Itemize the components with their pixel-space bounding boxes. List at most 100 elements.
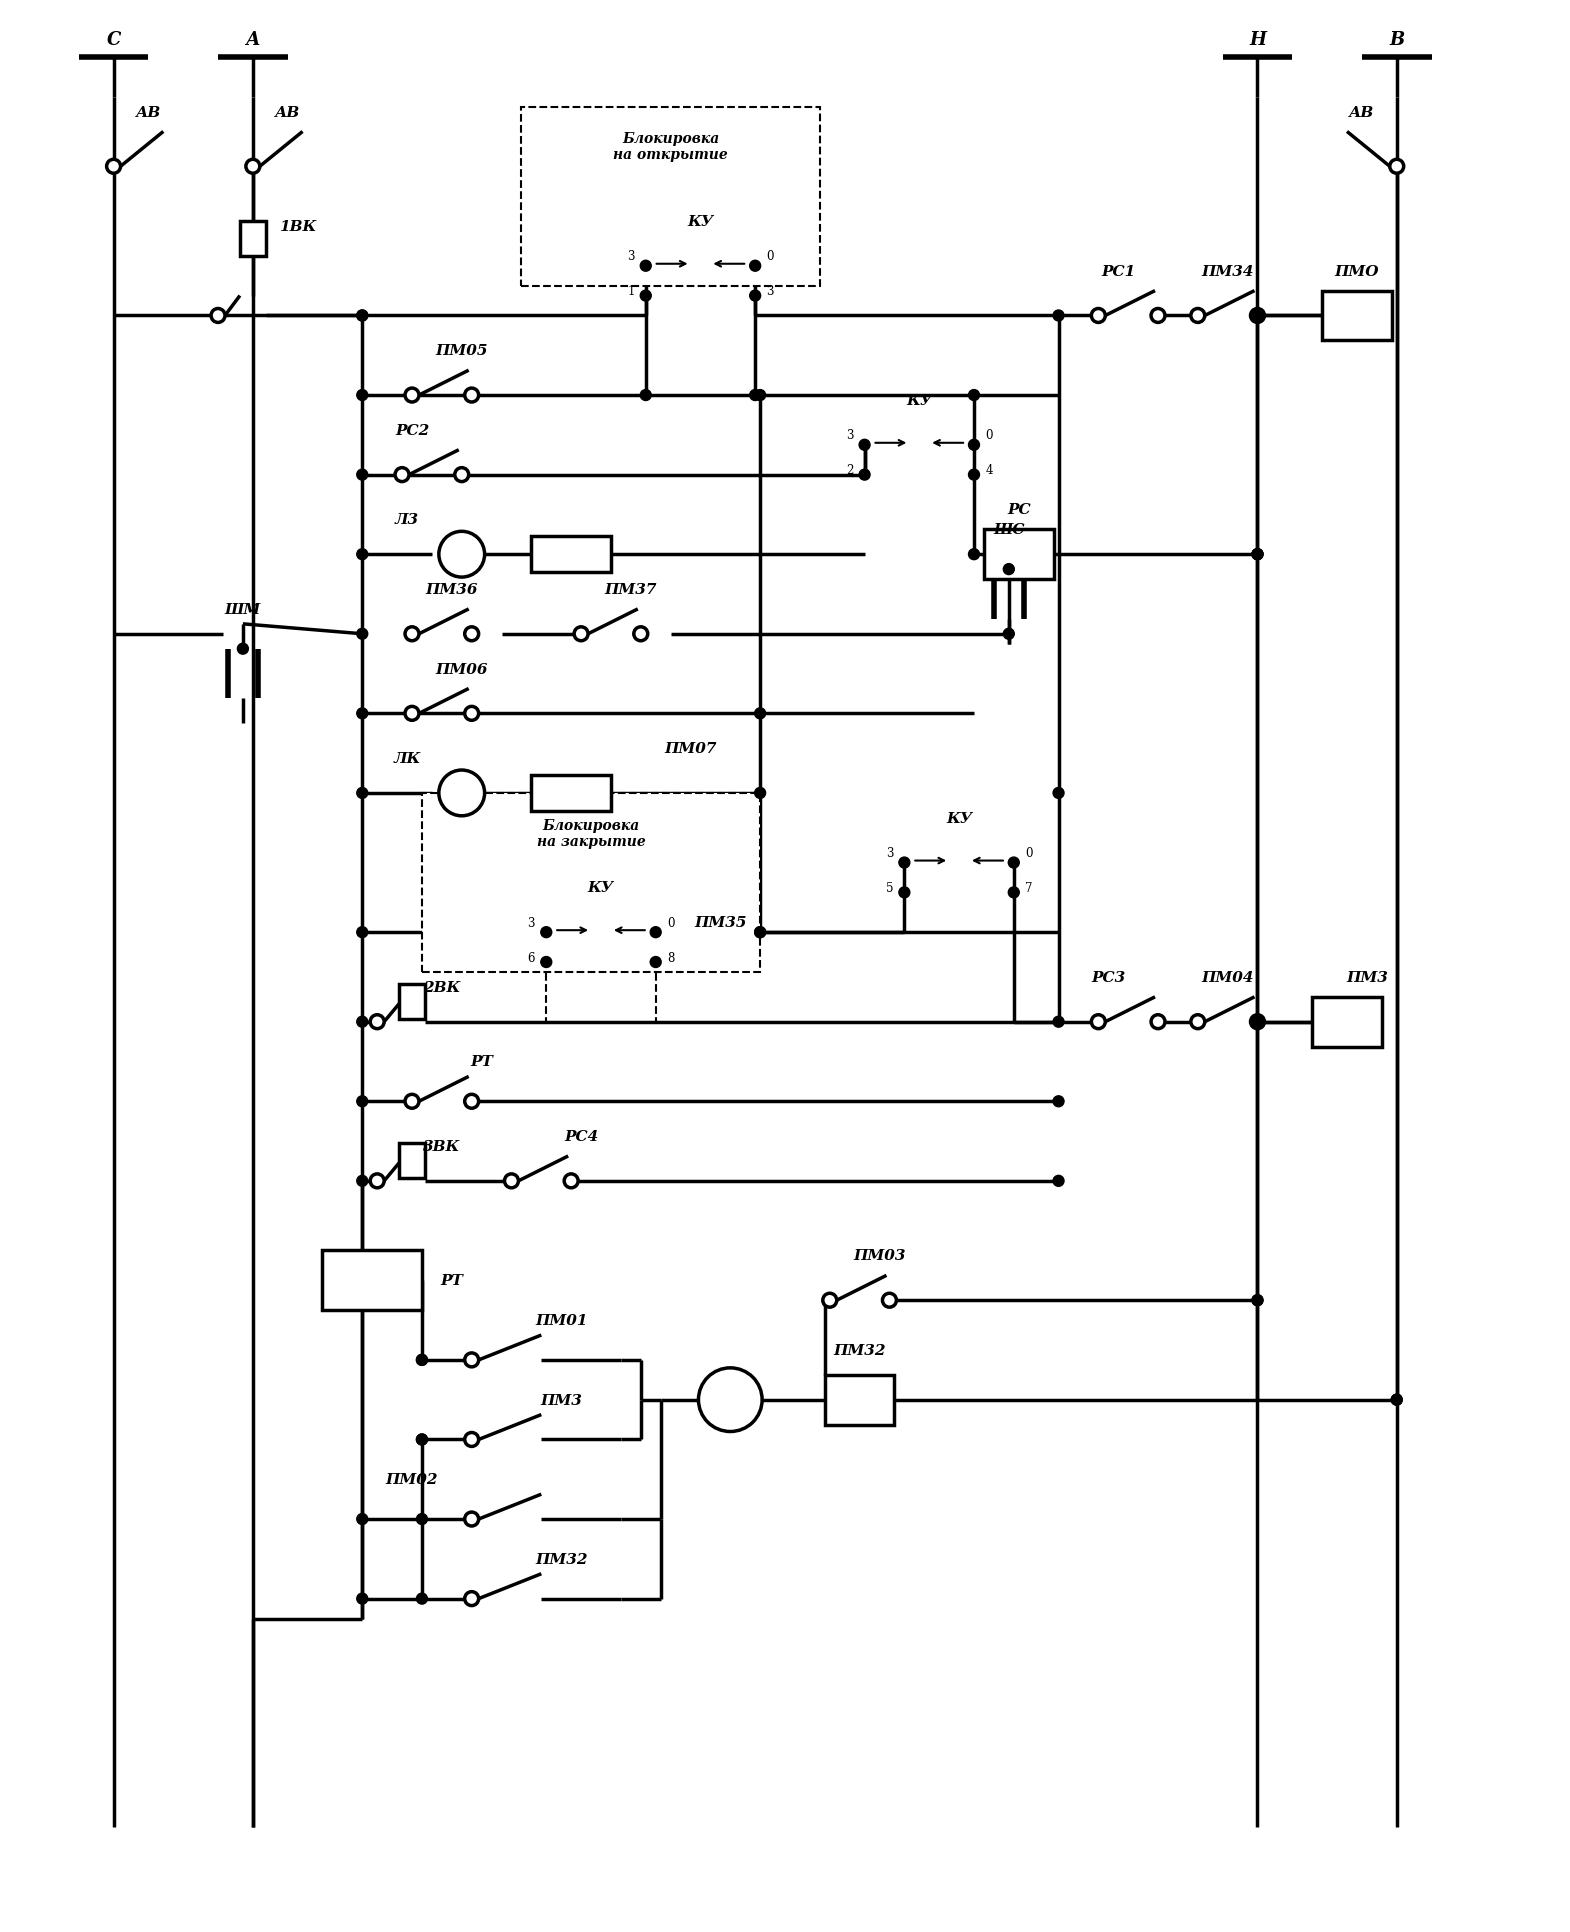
Text: 1: 1 — [626, 284, 634, 298]
Bar — [521, 108, 820, 286]
Circle shape — [405, 1095, 419, 1109]
Circle shape — [1251, 1014, 1264, 1030]
Circle shape — [465, 388, 479, 402]
Circle shape — [1053, 311, 1064, 323]
Text: Д: Д — [722, 1391, 738, 1408]
Circle shape — [1053, 1177, 1064, 1186]
Bar — [531, 537, 611, 572]
Circle shape — [900, 887, 911, 898]
Bar — [422, 794, 760, 972]
Circle shape — [210, 309, 225, 323]
Text: ПМ35: ПМ35 — [694, 916, 747, 929]
Circle shape — [396, 468, 410, 483]
Circle shape — [540, 956, 551, 968]
Circle shape — [405, 707, 419, 721]
Circle shape — [755, 927, 766, 939]
Circle shape — [634, 628, 648, 641]
Text: ПМ32: ПМ32 — [535, 1551, 587, 1567]
Text: Блокировка
на закрытие: Блокировка на закрытие — [537, 817, 645, 848]
Text: ПМО: ПМО — [1334, 265, 1378, 278]
Text: ШМ: ШМ — [225, 603, 261, 616]
Circle shape — [465, 1434, 479, 1447]
Circle shape — [1003, 630, 1014, 639]
Circle shape — [465, 1513, 479, 1526]
Circle shape — [1053, 1095, 1064, 1107]
Circle shape — [1151, 309, 1165, 323]
Bar — [399, 985, 425, 1020]
Circle shape — [823, 1294, 837, 1308]
Circle shape — [237, 643, 248, 655]
Circle shape — [455, 468, 469, 483]
Circle shape — [440, 531, 485, 578]
Circle shape — [750, 261, 760, 272]
Circle shape — [1003, 564, 1014, 576]
Bar — [1313, 997, 1382, 1047]
Circle shape — [1151, 1014, 1165, 1030]
Text: ПМ01: ПМ01 — [535, 1314, 587, 1327]
Circle shape — [650, 956, 661, 968]
Circle shape — [107, 160, 121, 174]
Text: Н: Н — [1250, 31, 1265, 48]
Circle shape — [465, 1095, 479, 1109]
Text: ПМ07: ПМ07 — [664, 742, 717, 755]
Circle shape — [540, 927, 551, 939]
Circle shape — [356, 1095, 367, 1107]
Circle shape — [356, 927, 367, 939]
Bar — [824, 1376, 895, 1424]
Text: 3: 3 — [626, 249, 634, 263]
Text: 4: 4 — [984, 464, 992, 477]
Text: В: В — [1389, 31, 1404, 48]
Text: А: А — [245, 31, 261, 48]
Circle shape — [405, 628, 419, 641]
Circle shape — [1251, 311, 1262, 323]
Circle shape — [356, 311, 367, 323]
Circle shape — [465, 707, 479, 721]
Bar — [984, 529, 1053, 580]
Text: РС4: РС4 — [564, 1130, 598, 1144]
Circle shape — [416, 1434, 427, 1445]
Text: ПМ32: ПМ32 — [834, 1343, 885, 1358]
Circle shape — [1251, 549, 1262, 560]
Text: РТ: РТ — [440, 1273, 463, 1287]
Circle shape — [1190, 1014, 1204, 1030]
Circle shape — [356, 1016, 367, 1028]
Text: РС1: РС1 — [1101, 265, 1135, 278]
Circle shape — [356, 390, 367, 402]
Circle shape — [1391, 1395, 1402, 1405]
Text: 8: 8 — [667, 951, 674, 964]
Text: ПМ3: ПМ3 — [1345, 970, 1388, 985]
Circle shape — [1251, 309, 1264, 323]
Circle shape — [356, 1594, 367, 1604]
Circle shape — [356, 549, 367, 560]
Circle shape — [356, 469, 367, 481]
Circle shape — [440, 771, 485, 817]
Text: 3ВК: 3ВК — [424, 1140, 460, 1153]
Circle shape — [504, 1175, 518, 1188]
Circle shape — [564, 1175, 578, 1188]
Bar — [322, 1250, 422, 1310]
Text: 1ВК: 1ВК — [279, 220, 316, 234]
Circle shape — [356, 709, 367, 719]
Text: ПМ02: ПМ02 — [386, 1472, 438, 1486]
Bar — [240, 222, 265, 257]
Circle shape — [371, 1014, 385, 1030]
Bar — [1322, 292, 1391, 342]
Circle shape — [371, 1175, 385, 1188]
Circle shape — [1053, 788, 1064, 800]
Text: АВ: АВ — [135, 106, 162, 120]
Text: АВ: АВ — [275, 106, 300, 120]
Text: ПМ3: ПМ3 — [540, 1393, 582, 1406]
Circle shape — [1251, 1016, 1262, 1028]
Text: 2ВК: 2ВК — [424, 980, 460, 995]
Circle shape — [356, 1177, 367, 1186]
Circle shape — [416, 1434, 427, 1445]
Circle shape — [465, 1352, 479, 1368]
Circle shape — [1251, 549, 1262, 560]
Text: 7: 7 — [1025, 881, 1033, 895]
Circle shape — [969, 440, 980, 450]
Text: РС2: РС2 — [396, 423, 429, 439]
Circle shape — [575, 628, 589, 641]
Circle shape — [641, 292, 652, 301]
Text: Л3: Л3 — [396, 514, 419, 527]
Circle shape — [859, 440, 870, 450]
